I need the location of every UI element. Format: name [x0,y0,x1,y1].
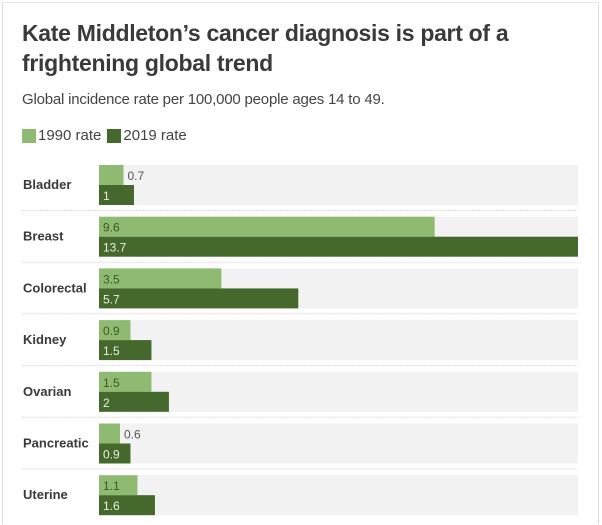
data-label: 3.5 [103,272,120,286]
bar-1990 [99,320,131,341]
data-label: 9.6 [103,221,120,235]
bar-track [99,320,578,361]
data-label: 0.6 [124,428,141,442]
legend-item-2019: 2019 rate [107,127,187,144]
bar-2019 [99,340,152,361]
bar-2019 [99,391,169,412]
category-label: Breast [23,229,64,244]
legend-item-1990: 1990 rate [22,127,101,144]
legend-label-1990: 1990 rate [38,127,102,144]
chart-title: Kate Middleton’s cancer diagnosis is par… [22,20,509,76]
bar-1990 [99,423,120,444]
category-label: Uterine [23,487,68,502]
bar-track [99,165,578,205]
category-label: Ovarian [23,384,71,399]
bar-track [99,423,578,464]
data-label: 1 [103,189,110,203]
data-label: 5.7 [103,292,120,306]
legend: 1990 rate 2019 rate [22,127,193,144]
data-label: 1.5 [103,376,120,390]
data-label: 0.9 [103,324,120,338]
bar-2019 [99,288,299,309]
bar-1990 [99,475,138,496]
bar-1990 [99,165,124,185]
bar-1990 [99,268,222,289]
bar-1990 [99,216,435,237]
bar-1990 [99,371,152,392]
category-label: Bladder [23,177,71,192]
legend-label-2019: 2019 rate [123,127,187,144]
category-label: Kidney [23,332,67,347]
data-label: 1.6 [103,499,120,513]
bar-2019 [99,236,578,257]
category-label: Colorectal [23,280,87,295]
bar-2019 [99,443,131,464]
data-label: 0.9 [103,448,120,462]
legend-swatch-1990 [22,128,36,143]
bar-track [99,475,578,516]
category-label: Pancreatic [23,436,89,451]
bar-2019 [99,495,155,516]
data-label: 1.1 [103,479,120,493]
chart-subtitle: Global incidence rate per 100,000 people… [22,91,385,108]
data-label: 2 [103,396,110,410]
legend-swatch-2019 [107,128,122,143]
bar-2019 [99,185,134,205]
data-label: 13.7 [103,241,127,255]
bar-track [99,371,578,412]
data-label: 1.5 [103,344,120,358]
data-label: 0.7 [127,169,144,183]
